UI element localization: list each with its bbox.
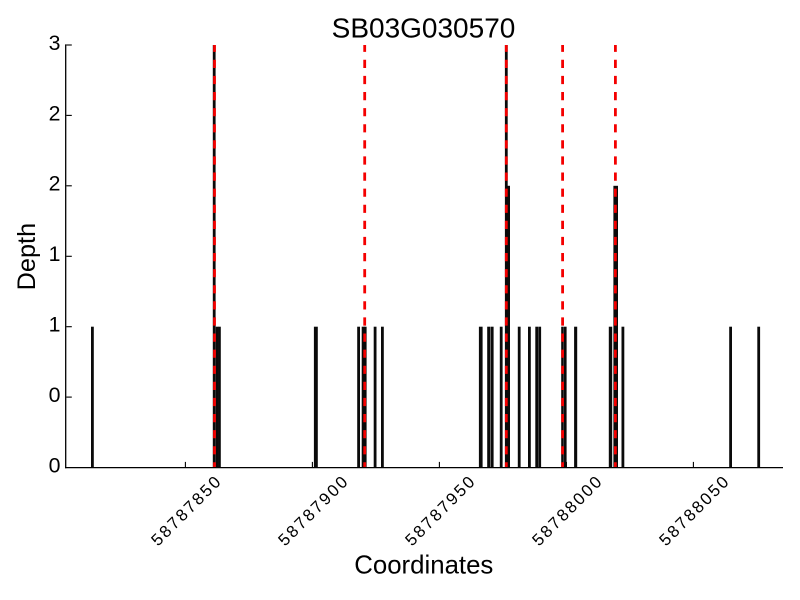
svg-text:0: 0 — [49, 453, 61, 477]
svg-text:2: 2 — [49, 101, 61, 125]
svg-text:2: 2 — [49, 172, 61, 196]
svg-text:1: 1 — [49, 242, 61, 266]
svg-text:Depth: Depth — [13, 223, 41, 291]
svg-text:Coordinates: Coordinates — [354, 552, 493, 580]
svg-text:3: 3 — [49, 31, 61, 55]
svg-text:1: 1 — [49, 313, 61, 337]
svg-text:SB03G030570: SB03G030570 — [332, 12, 516, 43]
svg-text:0: 0 — [49, 383, 61, 407]
